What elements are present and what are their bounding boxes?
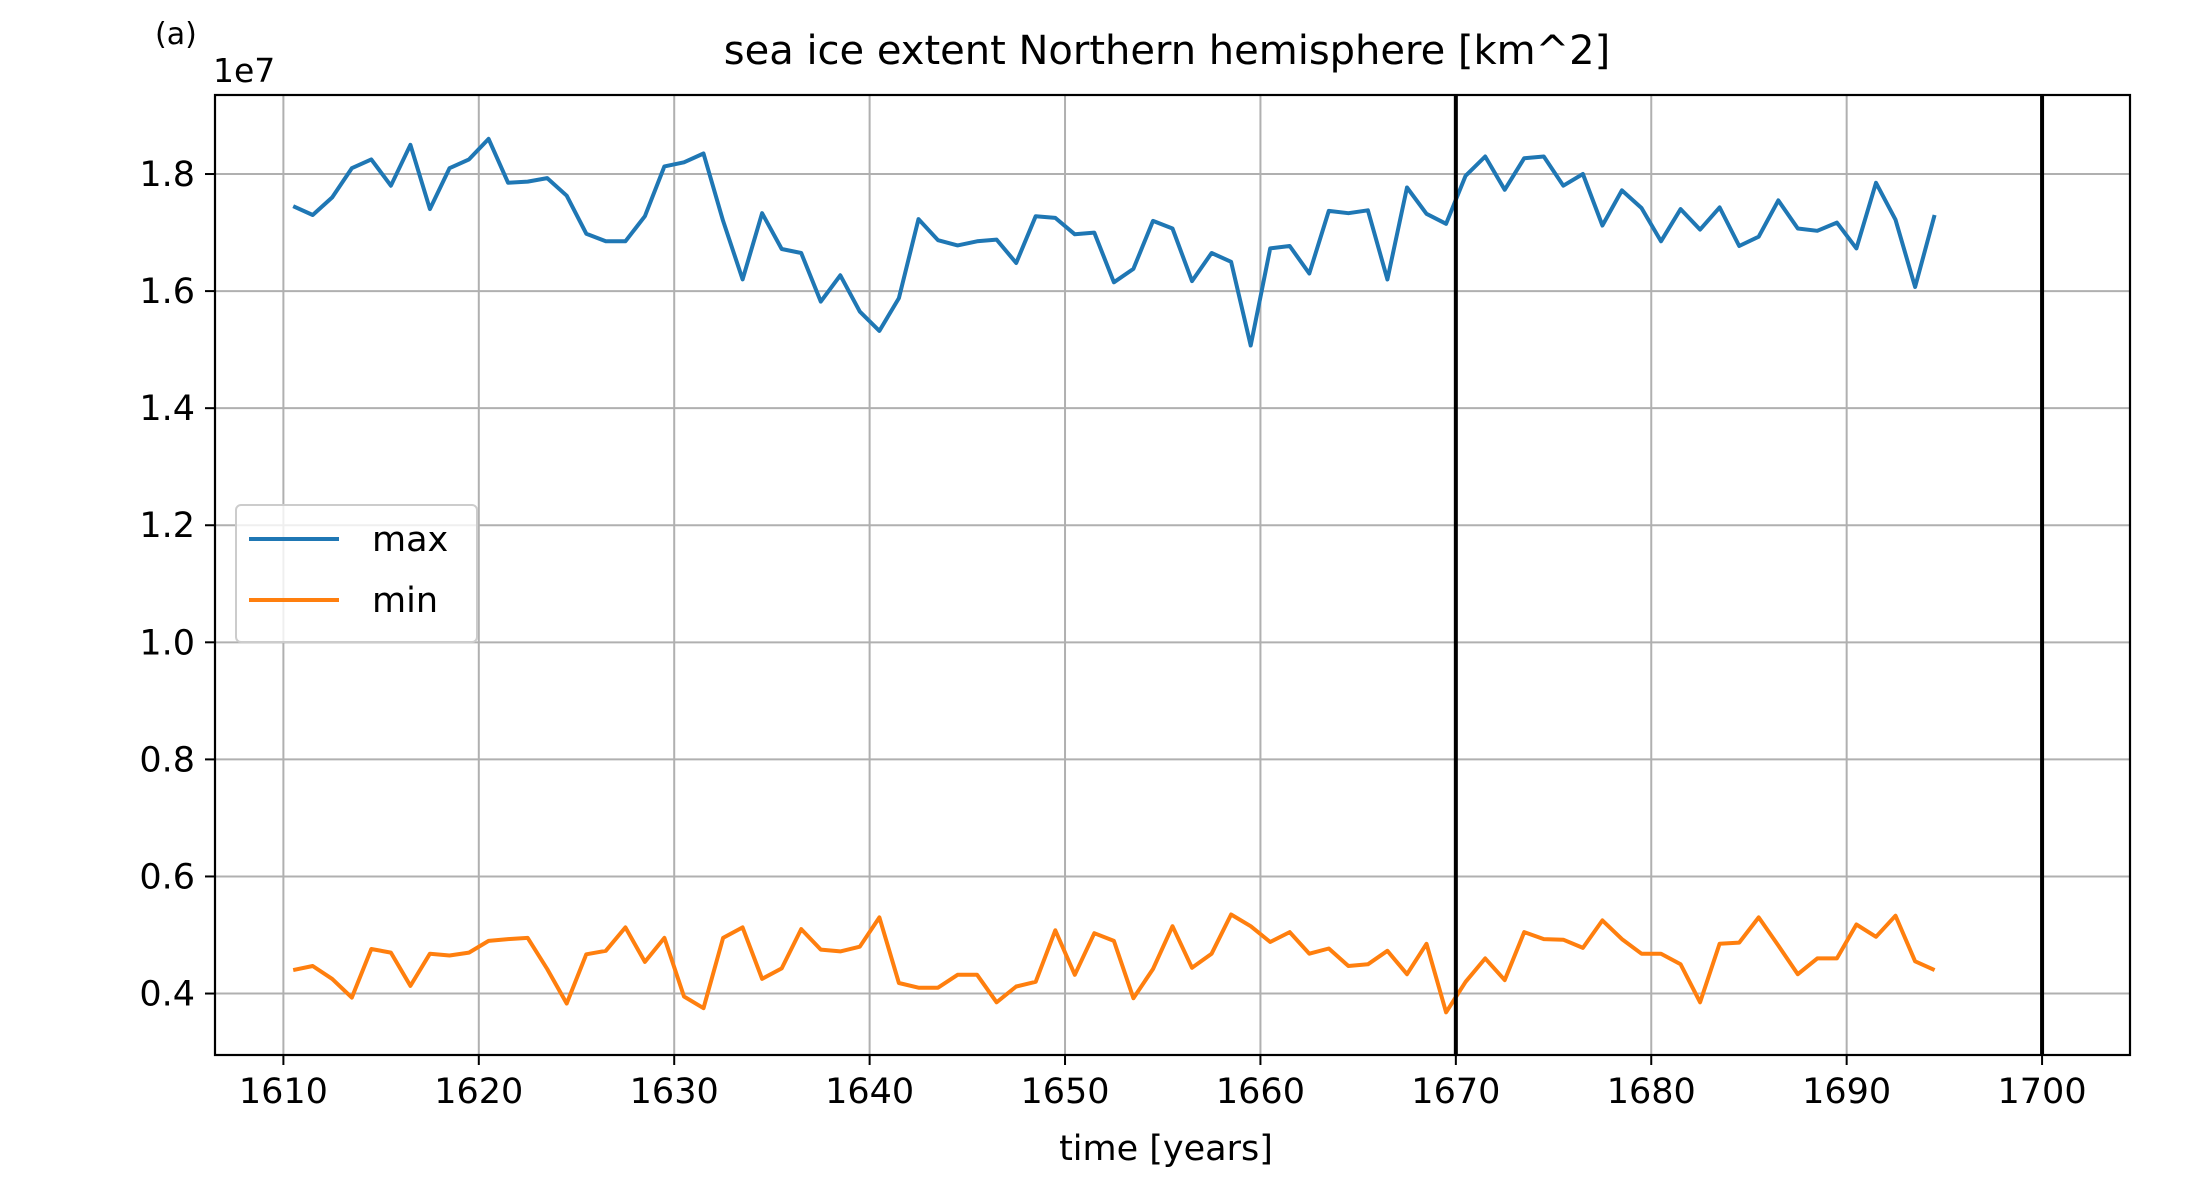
chart-title: sea ice extent Northern hemisphere [km^2… (724, 28, 1610, 74)
grid (215, 95, 2130, 1055)
y-tick-label: 0.8 (139, 740, 195, 780)
legend: max min (235, 504, 478, 643)
x-axis-label: time [years] (1059, 1129, 1273, 1169)
reference-lines (1453, 95, 2045, 1055)
plot-frame (213, 93, 2132, 1057)
legend-label-max: max (372, 520, 448, 560)
x-tick-label: 1610 (239, 1072, 328, 1112)
y-tick-label: 1.2 (139, 506, 195, 546)
x-tick-label: 1700 (1998, 1072, 2087, 1112)
y-tick-label: 1.8 (139, 155, 195, 195)
y-tick-label: 1.6 (139, 272, 195, 312)
y-offset-label: 1e7 (213, 51, 275, 90)
legend-label-min: min (372, 581, 438, 621)
y-tick-label: 0.6 (139, 857, 195, 897)
panel-label: (a) (155, 17, 197, 52)
y-tick-label: 0.4 (139, 975, 195, 1015)
y-axis-ticks: 0.4 0.6 0.8 1.0 1.2 1.4 1.6 1.8 (139, 155, 215, 1015)
series-lines (292, 136, 1937, 1015)
x-tick-label: 1690 (1802, 1072, 1891, 1112)
x-axis-ticks: 1610 1620 1630 1640 1650 1660 1670 1680 1690 1700 (239, 1055, 2087, 1112)
x-tick-label: 1630 (630, 1072, 719, 1112)
x-tick-label: 1620 (434, 1072, 523, 1112)
x-tick-label: 1640 (825, 1072, 914, 1112)
x-tick-label: 1680 (1607, 1072, 1696, 1112)
x-tick-label: 1650 (1020, 1072, 1109, 1112)
y-tick-label: 1.4 (139, 389, 195, 429)
x-tick-label: 1670 (1411, 1072, 1500, 1112)
x-tick-label: 1660 (1216, 1072, 1305, 1112)
series-line-min (292, 912, 1936, 1015)
y-tick-label: 1.0 (139, 623, 195, 663)
series-line-max (292, 136, 1937, 348)
